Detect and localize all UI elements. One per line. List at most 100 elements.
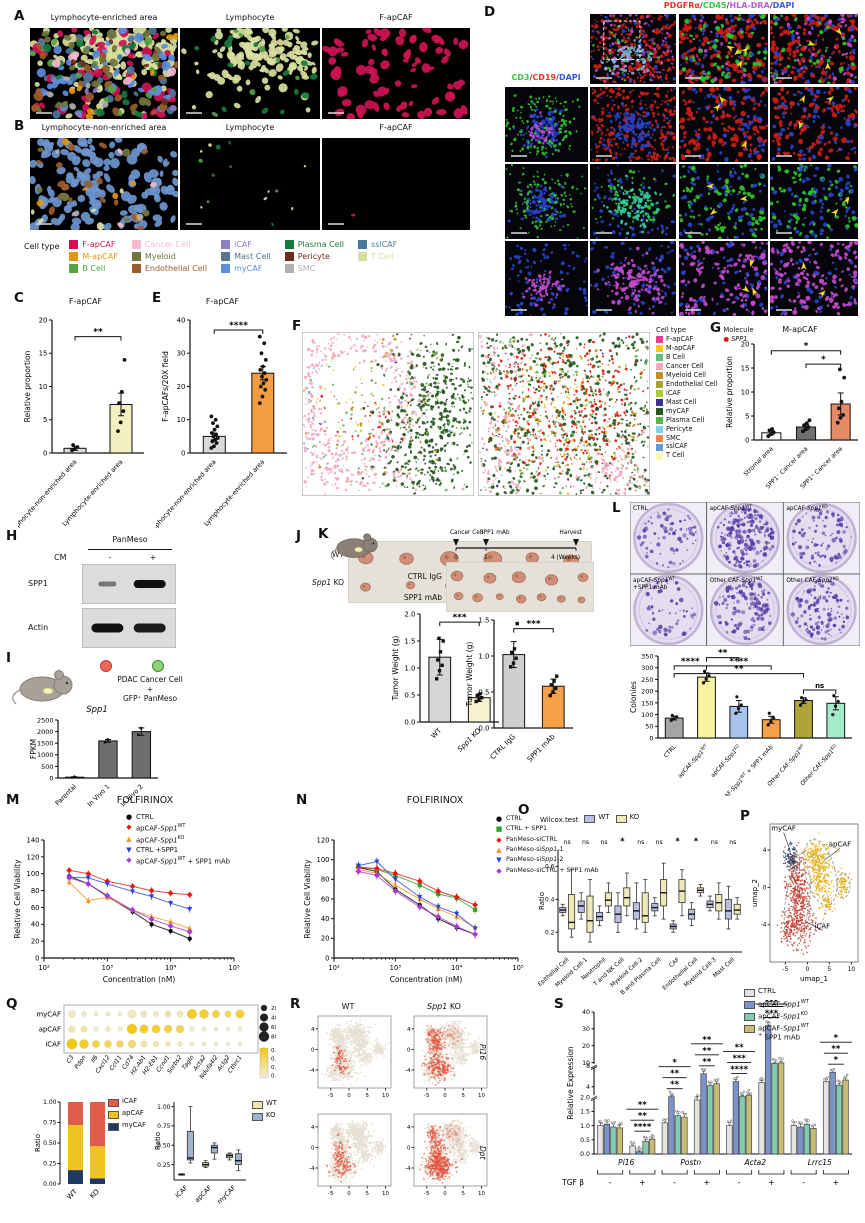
mouse-icon-k [328, 524, 386, 570]
panel-label-q: Q [6, 996, 18, 1012]
panel-b-title-3: F-apCAF [379, 123, 413, 132]
panmeso-cell-icon [152, 660, 164, 672]
blot-band-label-spp1: SPP1 [28, 579, 48, 588]
panel-a-title-3: F-apCAF [379, 13, 413, 22]
panel-label-k: K [318, 526, 329, 542]
panel-label-n: N [296, 792, 308, 808]
blot-header-line [88, 549, 172, 550]
panel-label-i: I [6, 650, 12, 666]
legend-s: CTRL apCAF-Spp1WT apCAF-Spp1KO apCAF-Spp1WT… [744, 987, 809, 1044]
chart-r-dpt-ko: -5 0 5 10 -4 0 4 [398, 1110, 490, 1210]
panel-r-col-ko: Spp1 KO [427, 1002, 461, 1011]
cell-type-legend: Cell type F-apCAF M-apCAF B Cell Cancer Cel… [24, 240, 397, 273]
panel-label-d: D [484, 4, 496, 20]
panel-label-l: L [612, 500, 621, 516]
chart-o-ratio-boxplot: 0.2 0.4 0.6 Ratio ns Epithelial Cell ns Myeloid… [537, 828, 744, 1014]
panel-label-s: S [554, 996, 564, 1012]
if-image-hladra-zoom2 [768, 239, 860, 316]
spatial-map-1 [301, 331, 475, 497]
panel-label-o: O [518, 802, 530, 818]
segmentation-image-b-all [29, 136, 181, 233]
svg-text:15: 15 [39, 350, 48, 358]
svg-text:0: 0 [43, 449, 47, 457]
blot-lane-plus: + [149, 553, 157, 562]
blot-lane-minus: - [108, 553, 112, 562]
panel-b-title-2: Lymphocyte [225, 123, 275, 132]
blot-cm-label: CM [54, 553, 67, 562]
spatial-legend: Cell type F-apCAF M-apCAF B Cell Cancer Cell… [656, 326, 754, 460]
panel-label-h: H [6, 528, 18, 544]
panel-label-p: P [740, 808, 750, 824]
if-image-cd45-zoom1 [678, 163, 768, 240]
tumor-row-label-ctrligg: CTRL IgG [407, 572, 442, 581]
panel-n-title: FOLFIRINOX [406, 795, 464, 806]
svg-text:30: 30 [177, 350, 186, 358]
if-image-overview [589, 13, 677, 84]
tumor-row-label-spp1ko: Spp1 KO [312, 578, 344, 587]
chart-p-umap: -5 0 5 10 -4 0 4 umap_1 umap_2 myCAF apCAF iCAF [748, 818, 862, 992]
cell-type-legend-title: Cell type [24, 242, 60, 251]
panel-r-col-wt: WT [341, 1002, 355, 1011]
segmentation-image-a-lymphocyte [180, 25, 320, 119]
svg-text:**: ** [93, 328, 103, 338]
panel-b-title-1: Lymphocyte-non-enriched area [41, 123, 167, 132]
legend-q-stacked: iCAF apCAF myCAF [108, 1097, 146, 1134]
panel-d-stain-label-left: CD3/CD19/DAPI [511, 73, 581, 82]
if-image-cd3 [505, 163, 588, 239]
panel-i-gene-title: Spp1 [86, 705, 108, 715]
blot-band-label-actin: Actin [28, 623, 49, 632]
chart-l-colonies: 0 50 100 150 200 250 300 350 Colonies **** ** **** *… [616, 648, 860, 808]
svg-text:Relative proportion: Relative proportion [23, 350, 32, 422]
panel-label-r: R [290, 996, 301, 1012]
if-image-cd3-cd19 [505, 87, 588, 162]
panel-label-j: J [296, 528, 302, 544]
svg-text:10: 10 [39, 383, 48, 391]
svg-text:20: 20 [39, 316, 48, 324]
western-blot-actin [81, 607, 177, 649]
panel-c-title: F-apCAF [68, 297, 103, 306]
panel-label-c: C [14, 290, 24, 306]
legend-q-box: WT KO [252, 1099, 277, 1124]
chart-n-folfirinox: 0 20 40 60 80 100 120 10² 10³ 10⁴ 10⁵ Relative Cell… [296, 828, 528, 1000]
panel-label-f: F [292, 318, 302, 334]
chart-r-pi16-ko: -5 0 5 10 -4 0 4 [398, 1012, 490, 1112]
western-blot-spp1 [81, 563, 177, 605]
chart-m-folfirinox: 0 20 40 60 80 100 120 140 10² 10³ 10⁴ 10⁵ Relative C… [4, 828, 292, 1000]
panel-label-a: A [14, 8, 25, 24]
panel-a-title-1: Lymphocyte-enriched area [50, 13, 158, 22]
svg-text:0: 0 [181, 449, 185, 457]
svg-text:40: 40 [177, 316, 186, 324]
if-image-hladra [589, 240, 677, 316]
tumor-photo-k [445, 561, 595, 613]
panel-label-b: B [14, 118, 25, 134]
if-image-pdgfra-zoom2 [770, 85, 859, 162]
svg-text:20: 20 [177, 383, 186, 391]
svg-text:5: 5 [43, 416, 47, 424]
spatial-map-2 [477, 331, 651, 497]
panel-i-cell2: GFP⁺ PanMeso [122, 694, 178, 703]
tumor-row-label-wt: WT [332, 550, 344, 559]
chart-e-fapcaf-field: 0 10 20 30 40 F-apCAFs/20X field **** Lymphocyt… [144, 308, 291, 562]
chart-g-mapcaf: 0 5 10 15 20 Relative proportion * * Stromal are… [724, 334, 862, 508]
segmentation-image-b-fapcaf [322, 138, 470, 230]
segmentation-image-a-all [28, 24, 180, 122]
panel-m-title: FOLFIRINOX [116, 795, 174, 806]
chart-k-tumor-weight: 0.0 0.5 1.0 1.5 Tumor Weight (g) *** CTRL IgG S… [456, 608, 581, 780]
if-image-hladra-zoom1 [678, 239, 769, 317]
legend-o: WT KO [584, 813, 639, 826]
panel-o-header: Wilcox.test WT KO [540, 813, 639, 826]
if-image-pdgfra [590, 86, 677, 163]
treatment-timeline: Cancer Cell SPP1 mAb Harvest 0 1 4 (Weeks) [446, 522, 588, 564]
chart-q-boxplot: 0.25 0.50 0.75 1.00 Ratio iCAF apCAF myCAF [146, 1094, 250, 1223]
tumor-row-label-spp1mab: SPP1 mAb [403, 593, 442, 602]
chart-q-dotplot: myCAF apCAF iCAF C3 Pdpn Il6 Cxcl12 Ccl11 Cd74 H2… [24, 1002, 280, 1098]
if-image-zoom1 [677, 12, 768, 86]
panel-label-m: M [6, 792, 20, 808]
svg-text:****: **** [229, 321, 248, 331]
chart-j-tumor-weight: 0.0 0.5 1.0 1.5 2.0 Tumor Weight (g) *** WT Spp1… [382, 602, 507, 774]
if-image-cd45 [590, 164, 676, 240]
panel-label-e: E [152, 290, 162, 306]
panel-a-title-2: Lymphocyte [225, 13, 275, 22]
mouse-icon [10, 658, 82, 716]
